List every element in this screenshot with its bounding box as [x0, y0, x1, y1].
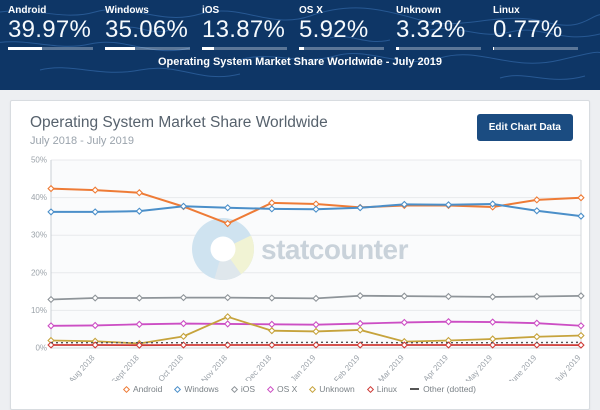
stat-bar-track: [493, 47, 578, 50]
stat-value: 39.97%: [8, 17, 105, 43]
legend-marker-icon: [231, 385, 238, 392]
stat-bar-fill: [396, 47, 399, 50]
legend-marker-icon: [367, 385, 374, 392]
stat-unknown: Unknown 3.32%: [396, 5, 493, 50]
y-axis-label: 20%: [31, 268, 47, 277]
y-axis-label: 50%: [31, 156, 47, 165]
chart-card: Operating System Market Share Worldwide …: [10, 100, 590, 410]
stat-ios: iOS 13.87%: [202, 5, 299, 50]
stat-label: OS X: [299, 5, 396, 16]
stat-label: Linux: [493, 5, 590, 16]
legend-label: OS X: [277, 384, 297, 394]
stat-bar-fill: [8, 47, 42, 50]
y-axis-label: 30%: [31, 231, 47, 240]
legend-item-os-x: OS X: [268, 384, 297, 394]
legend-marker-icon: [267, 385, 274, 392]
stat-value: 35.06%: [105, 17, 202, 43]
x-axis-label: July 2019: [553, 353, 583, 381]
x-axis-label: Nov 2018: [200, 353, 230, 381]
card-header: Operating System Market Share Worldwide …: [11, 101, 589, 147]
legend-item-linux: Linux: [368, 384, 397, 394]
stat-bar-track: [105, 47, 190, 50]
market-share-line-chart: 0% 10% 20% 30% 40% 50% statcounter Aug 2018 Sept…: [21, 153, 599, 381]
stat-bar-track: [202, 47, 287, 50]
stat-label: Windows: [105, 5, 202, 16]
stat-value: 0.77%: [493, 17, 590, 43]
x-axis-label: Apr 2019: [422, 353, 451, 381]
x-axis-label: Aug 2018: [67, 353, 97, 381]
legend-label: iOS: [241, 384, 255, 394]
stat-value: 3.32%: [396, 17, 493, 43]
legend-item-unknown: Unknown: [310, 384, 354, 394]
stat-bar-fill: [493, 47, 494, 50]
legend-marker-icon: [410, 388, 419, 390]
stat-value: 13.87%: [202, 17, 299, 43]
stat-os-x: OS X 5.92%: [299, 5, 396, 50]
stat-value: 5.92%: [299, 17, 396, 43]
legend-marker-icon: [309, 385, 316, 392]
stat-bar-fill: [299, 47, 304, 50]
watermark-logo-hole: [211, 237, 236, 262]
stat-bar-track: [8, 47, 93, 50]
x-axis-label: June 2019: [507, 353, 539, 381]
legend-marker-icon: [174, 385, 181, 392]
stat-bar-fill: [105, 47, 135, 50]
stat-linux: Linux 0.77%: [493, 5, 590, 50]
stat-label: Android: [8, 5, 105, 16]
legend-label: Windows: [184, 384, 218, 394]
y-axis-label: 40%: [31, 193, 47, 202]
stat-label: iOS: [202, 5, 299, 16]
header-title: Operating System Market Share Worldwide …: [0, 56, 600, 68]
stat-bar-fill: [202, 47, 214, 50]
stat-label: Unknown: [396, 5, 493, 16]
chart-area: 0% 10% 20% 30% 40% 50% statcounter Aug 2018 Sept…: [21, 153, 589, 386]
stat-android: Android 39.97%: [8, 5, 105, 50]
legend-item-android: Android: [124, 384, 162, 394]
stat-bar-track: [299, 47, 384, 50]
stat-bar-track: [396, 47, 481, 50]
legend-item-other-dotted: Other (dotted): [410, 384, 476, 394]
legend-label: Other (dotted): [423, 384, 476, 394]
x-axis-label: May 2019: [464, 353, 495, 381]
legend-item-windows: Windows: [175, 384, 218, 394]
legend-item-ios: iOS: [232, 384, 255, 394]
y-axis-label: 10%: [31, 306, 47, 315]
legend-label: Android: [133, 384, 162, 394]
edit-chart-data-button[interactable]: Edit Chart Data: [477, 114, 573, 141]
x-axis-label: Dec 2018: [244, 353, 274, 381]
x-axis-label: Jan 2019: [289, 353, 318, 381]
legend-marker-icon: [123, 385, 130, 392]
x-axis-label: Mar 2019: [377, 353, 407, 381]
y-axis-label: 0%: [35, 344, 47, 353]
watermark-text: statcounter: [261, 234, 409, 265]
x-axis-label: Oct 2018: [157, 353, 186, 381]
x-axis-label: Sept 2018: [110, 353, 141, 381]
legend-label: Unknown: [319, 384, 354, 394]
stats-header: Android 39.97% Windows 35.06% iOS 13.87%…: [0, 0, 600, 90]
legend-label: Linux: [377, 384, 397, 394]
x-axis-label: Feb 2019: [332, 353, 362, 381]
page-body: Operating System Market Share Worldwide …: [0, 90, 600, 410]
stat-windows: Windows 35.06%: [105, 5, 202, 50]
stats-row: Android 39.97% Windows 35.06% iOS 13.87%…: [0, 0, 600, 50]
